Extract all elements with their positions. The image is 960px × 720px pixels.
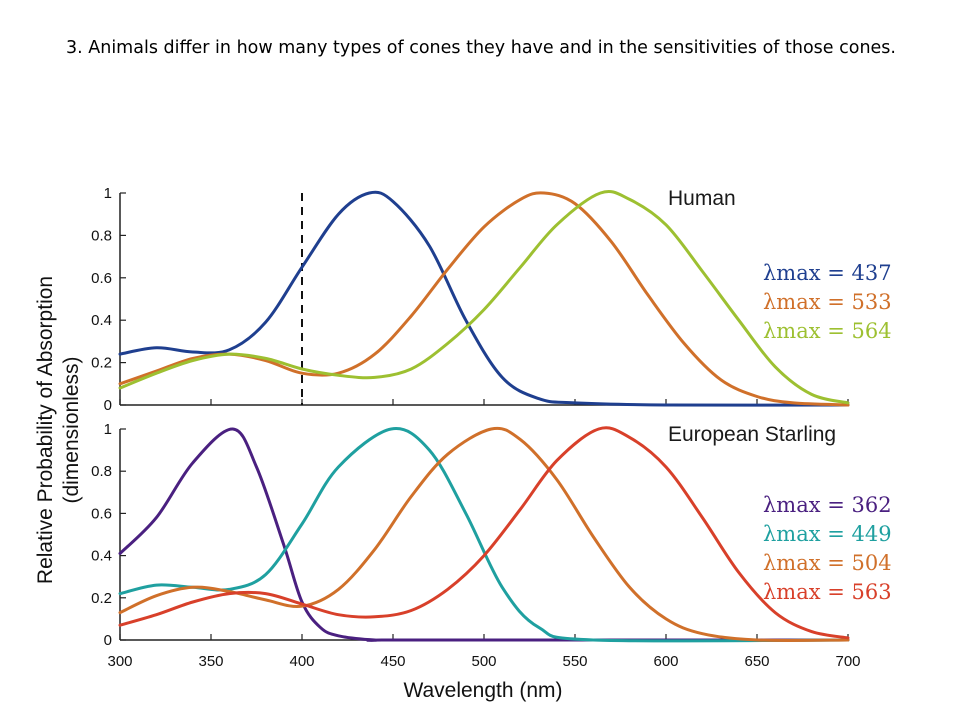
y-tick-label: 0 xyxy=(104,397,112,414)
x-tick-label: 650 xyxy=(744,653,769,670)
y-tick-label: 0.4 xyxy=(91,312,112,329)
x-tick-label: 300 xyxy=(107,653,132,670)
series-line-starling-2 xyxy=(118,426,850,642)
x-tick-label: 450 xyxy=(380,653,405,670)
legend-entry-human-0: λmax = 437 xyxy=(763,261,892,285)
panel-title-starling: European Starling xyxy=(668,423,836,446)
y-tick-label: 1 xyxy=(104,185,112,202)
series-line-starling-1 xyxy=(118,427,850,643)
legend-entry-starling-2: λmax = 504 xyxy=(763,551,892,575)
series-line-human-2 xyxy=(118,189,850,405)
x-tick-label: 400 xyxy=(289,653,314,670)
y-axis-title-line-1: Relative Probability of Absorption xyxy=(34,276,57,584)
x-axis-title: Wavelength (nm) xyxy=(403,679,562,702)
x-tick-label: 500 xyxy=(471,653,496,670)
series-line-starling-3 xyxy=(118,426,850,640)
y-tick-label: 0.4 xyxy=(91,548,112,565)
y-tick-label: 0.2 xyxy=(91,590,112,607)
x-tick-label: 600 xyxy=(653,653,678,670)
series-line-human-0 xyxy=(118,190,850,407)
x-tick-label: 550 xyxy=(562,653,587,670)
y-tick-label: 0.8 xyxy=(91,463,112,480)
y-tick-label: 0.6 xyxy=(91,270,112,287)
y-tick-label: 0.2 xyxy=(91,355,112,372)
y-tick-label: 0.6 xyxy=(91,505,112,522)
legend-entry-starling-0: λmax = 362 xyxy=(763,493,892,517)
y-axis-title-line-2: (dimensionless) xyxy=(60,356,83,503)
x-tick-label: 700 xyxy=(835,653,860,670)
panel-title-human: Human xyxy=(668,187,736,210)
series-line-starling-0 xyxy=(118,427,850,642)
legend-entry-starling-1: λmax = 449 xyxy=(763,522,892,546)
y-tick-label: 0 xyxy=(104,632,112,649)
starling-panel: 0 0.2 0.4 0.6 0.8 1 300 350 400 450 500 550 600 650 70… xyxy=(91,421,891,670)
series-line-human-1 xyxy=(118,191,850,407)
legend-entry-human-2: λmax = 564 xyxy=(763,319,892,343)
slide-text: 3. Animals differ in how many types of c… xyxy=(66,38,896,58)
legend-entry-starling-3: λmax = 563 xyxy=(763,580,892,604)
x-tick-label: 350 xyxy=(198,653,223,670)
y-tick-label: 1 xyxy=(104,421,112,438)
human-panel: 0 0.2 0.4 0.6 0.8 1 Human λmax = 437 λmax = 533 λ… xyxy=(91,185,891,414)
y-tick-label: 0.8 xyxy=(91,227,112,244)
legend-entry-human-1: λmax = 533 xyxy=(763,290,892,314)
